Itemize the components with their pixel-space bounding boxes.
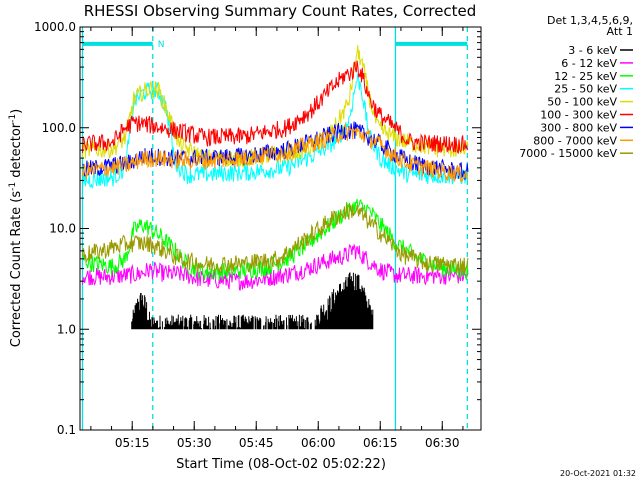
- legend-entry-label: 12 - 25 keV: [554, 70, 617, 83]
- x-axis-label: Start Time (08-Oct-02 05:02:22): [176, 457, 386, 472]
- y-tick-label: 1.0: [57, 322, 76, 336]
- x-tick-label: 05:30: [177, 436, 212, 450]
- legend-entry-label: 50 - 100 keV: [547, 96, 617, 109]
- legend-header: Det 1,3,4,5,6,9,: [547, 14, 633, 27]
- legend-entry-label: 6 - 12 keV: [561, 57, 617, 70]
- legend-header: Att 1: [607, 25, 633, 38]
- y-axis-label: Corrected Count Rate (s-1 detector-1): [8, 109, 24, 347]
- x-tick-label: 06:15: [363, 436, 398, 450]
- series-line: [82, 73, 469, 190]
- legend-entry-label: 100 - 300 keV: [540, 109, 617, 122]
- y-tick-label: 1000.0: [34, 20, 76, 34]
- series-line: [82, 60, 469, 155]
- x-tick-label: 06:30: [425, 436, 460, 450]
- x-tick-label: 05:45: [239, 436, 274, 450]
- series-line: [82, 243, 469, 291]
- y-tick-label: 100.0: [42, 121, 76, 135]
- chart-title: RHESSI Observing Summary Count Rates, Co…: [84, 2, 477, 20]
- y-tick-label: 10.0: [49, 222, 76, 236]
- legend-entry-label: 7000 - 15000 keV: [519, 147, 617, 160]
- y-tick-label: 0.1: [57, 423, 76, 437]
- status-bar-label: N: [158, 40, 165, 50]
- series-line: [82, 45, 469, 169]
- series-line: [131, 272, 374, 330]
- x-tick-label: 06:00: [301, 436, 336, 450]
- legend-entry-label: 25 - 50 keV: [554, 83, 617, 96]
- series-line: [82, 203, 469, 274]
- series-line: [82, 198, 469, 281]
- legend-entry-label: 3 - 6 keV: [568, 44, 617, 57]
- x-tick-label: 05:15: [115, 436, 150, 450]
- timestamp-annotation: 20-Oct-2021 01:32: [560, 469, 636, 478]
- legend-entry-label: 800 - 7000 keV: [533, 134, 617, 147]
- legend-entry-label: 300 - 800 keV: [540, 121, 617, 134]
- series-line: [82, 122, 469, 183]
